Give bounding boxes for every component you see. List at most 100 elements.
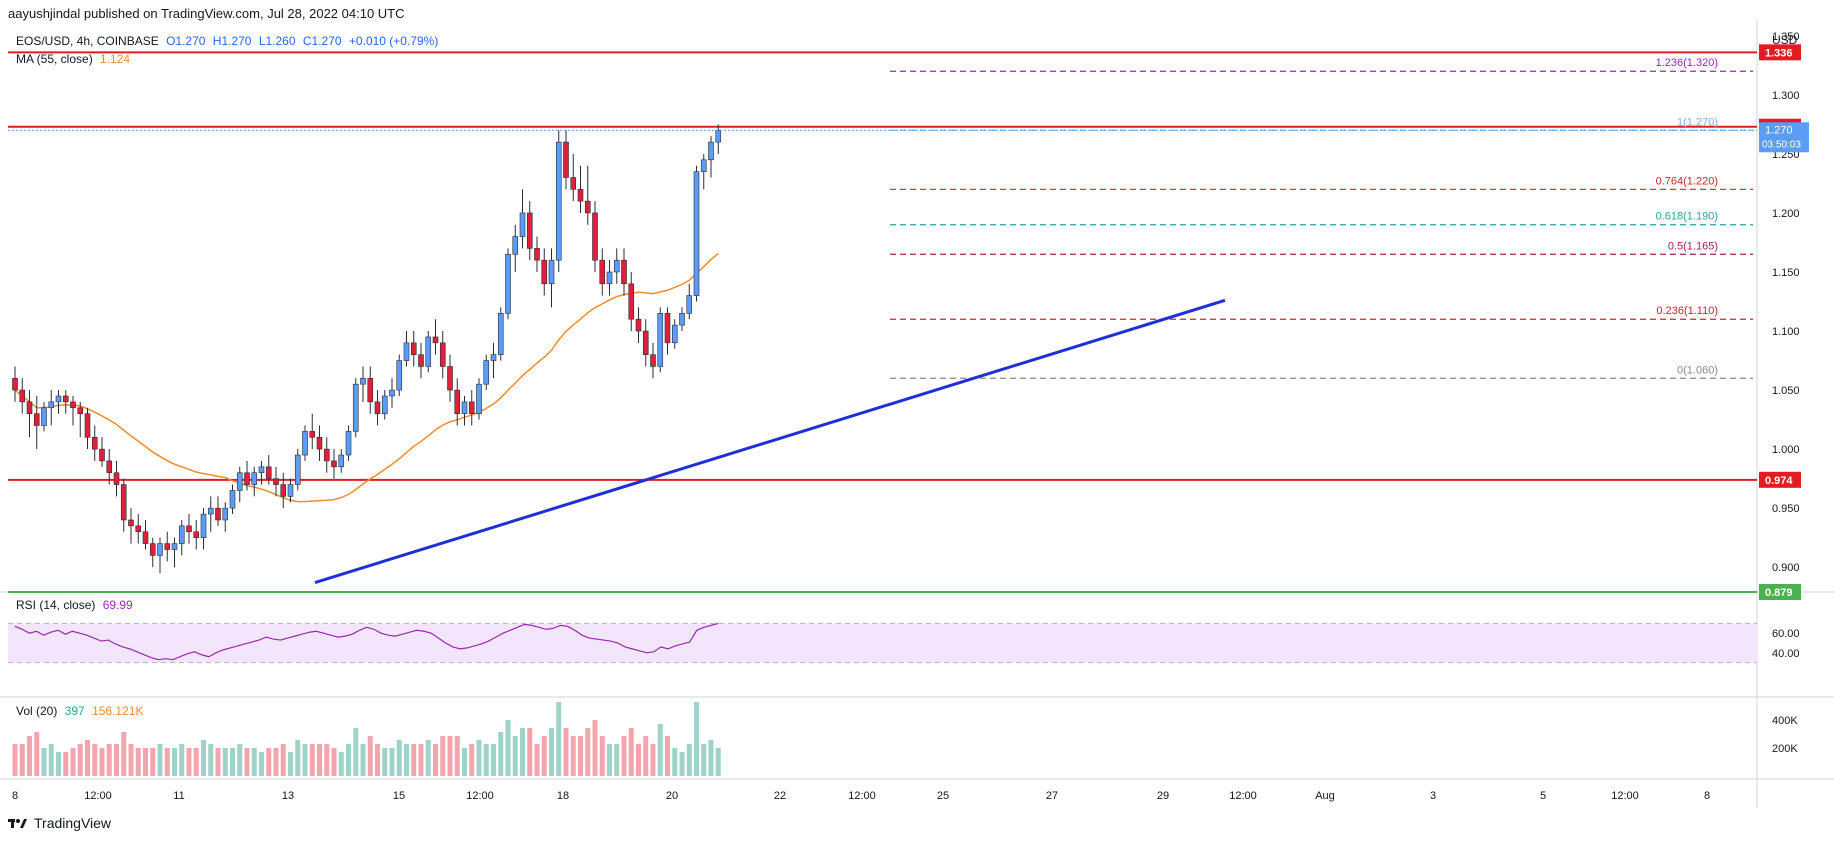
volume-bar xyxy=(273,748,279,776)
ma-legend: MA (55, close) 1.124 xyxy=(16,52,134,66)
volume-bar xyxy=(549,728,554,776)
fib-level-label: 0(1.060) xyxy=(1677,364,1718,376)
time-tick-label: 25 xyxy=(937,790,949,802)
volume-bar xyxy=(186,748,192,776)
candle-body xyxy=(483,360,490,385)
change-value: +0.010 (+0.79%) xyxy=(348,34,439,48)
volume-bar xyxy=(708,740,714,776)
candle-body xyxy=(599,259,606,285)
volume-bar xyxy=(317,744,322,776)
candle-body xyxy=(570,177,577,190)
volume-bar xyxy=(694,702,699,776)
candle-body xyxy=(700,159,707,172)
candle-body xyxy=(642,330,649,355)
candle-body xyxy=(403,342,410,361)
volume-bar xyxy=(179,744,185,776)
time-tick-label: 5 xyxy=(1540,790,1546,802)
volume-bar xyxy=(534,744,540,776)
time-tick-label: Aug xyxy=(1315,790,1335,802)
volume-bar xyxy=(85,740,90,776)
volume-bar xyxy=(150,748,156,776)
volume-bar xyxy=(701,744,707,776)
volume-bar xyxy=(99,748,105,776)
volume-bar xyxy=(396,740,402,776)
volume-bar xyxy=(295,740,301,776)
candle-body xyxy=(396,360,403,391)
price-tick-label: 1.300 xyxy=(1772,90,1800,102)
volume-bar xyxy=(607,744,612,776)
volume-bar xyxy=(563,728,569,776)
candle-body xyxy=(352,383,359,432)
ma-value: 1.124 xyxy=(100,52,131,66)
volume-bar xyxy=(302,744,308,776)
candle-body xyxy=(164,543,171,550)
volume-bar xyxy=(121,732,127,776)
volume-bar xyxy=(715,748,721,776)
volume-bar xyxy=(353,728,359,776)
fib-level-label: 1.236(1.320) xyxy=(1656,57,1718,69)
candle-body xyxy=(200,513,207,538)
vol-legend: Vol (20) 397 156.121K xyxy=(16,704,147,718)
candle-body xyxy=(671,324,678,344)
candle-body xyxy=(215,507,221,521)
volume-bar xyxy=(636,744,641,776)
level-price-label: 1.336 xyxy=(1765,47,1793,59)
candle-body xyxy=(360,377,366,385)
price-tick-label: 1.050 xyxy=(1772,385,1800,397)
candle-body xyxy=(280,484,287,497)
candle-body xyxy=(497,313,504,355)
volume-bar xyxy=(418,744,424,776)
volume-bar xyxy=(411,744,417,776)
candle-body xyxy=(679,313,685,326)
volume-bar xyxy=(614,744,620,776)
rsi-tick-label: 60.00 xyxy=(1772,628,1800,640)
rsi-line xyxy=(14,622,719,661)
candle-body xyxy=(490,354,497,361)
published-by: aayushjindal published on TradingView.co… xyxy=(8,6,405,21)
volume-bar xyxy=(280,744,286,776)
candle-body xyxy=(389,389,395,397)
time-tick-label: 12:00 xyxy=(848,790,876,802)
candle-body xyxy=(309,431,316,438)
last-price-tag xyxy=(1759,122,1809,153)
volume-bar xyxy=(360,744,366,776)
volume-bar xyxy=(63,752,69,776)
countdown-label: 03:50:03 xyxy=(1762,139,1801,150)
volume-tick-label: 400K xyxy=(1772,715,1798,727)
candle-body xyxy=(258,466,265,474)
volume-bar xyxy=(679,752,685,776)
tradingview-brand: TradingView xyxy=(34,815,112,831)
candle-body xyxy=(236,472,243,491)
volume-bar xyxy=(157,744,163,776)
volume-bar xyxy=(309,744,315,776)
time-tick-label: 22 xyxy=(774,790,786,802)
candle-body xyxy=(142,531,149,544)
ma-line xyxy=(14,252,719,503)
candle-body xyxy=(273,478,279,485)
time-tick-label: 18 xyxy=(557,790,569,802)
time-tick-label: 20 xyxy=(666,790,678,802)
volume-bar xyxy=(556,702,562,776)
volume-bar xyxy=(135,748,141,776)
candle-body xyxy=(461,401,468,414)
candle-body xyxy=(410,342,417,355)
candle-body xyxy=(91,437,98,450)
volume-bar xyxy=(201,740,206,776)
volume-bar xyxy=(650,744,656,776)
volume-bar xyxy=(244,748,250,776)
volume-bar xyxy=(106,744,112,776)
volume-bar xyxy=(259,752,264,776)
volume-bar xyxy=(686,744,692,776)
rsi-band xyxy=(8,623,1757,663)
price-tick-label: 0.900 xyxy=(1772,562,1800,574)
volume-bar xyxy=(585,728,591,776)
volume-bar xyxy=(505,720,511,776)
volume-bar xyxy=(193,748,199,776)
volume-bar xyxy=(164,748,170,776)
candle-body xyxy=(128,519,134,527)
rsi-value: 69.99 xyxy=(102,598,133,612)
time-tick-label: 29 xyxy=(1157,790,1169,802)
candle-body xyxy=(621,259,627,285)
time-tick-label: 3 xyxy=(1430,790,1436,802)
candle-body xyxy=(338,454,345,468)
